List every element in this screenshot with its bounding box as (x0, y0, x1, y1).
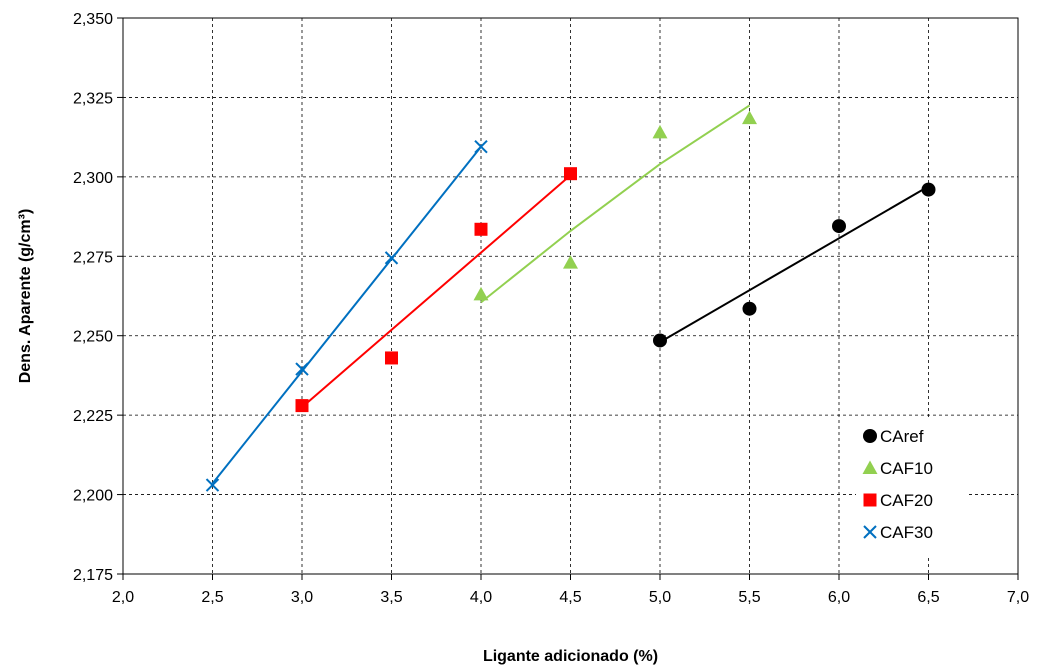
x-tick-label: 2,0 (112, 589, 134, 606)
point-caf10 (473, 286, 489, 301)
x-tick-label: 4,0 (470, 589, 492, 606)
y-tick-label: 2,350 (73, 11, 113, 28)
legend-label-caf30: CAF30 (880, 523, 933, 542)
legend-marker-caf20 (863, 493, 877, 507)
point-caref (921, 182, 936, 197)
point-caf20 (385, 351, 398, 365)
data-points (205, 110, 936, 492)
x-marker-stroke (295, 362, 309, 376)
point-caref (742, 301, 757, 316)
trendline-caref (659, 185, 930, 343)
point-caf30 (295, 362, 309, 376)
y-tick-label: 2,250 (73, 329, 113, 346)
point-caf10 (652, 124, 668, 139)
y-tick-label: 2,275 (73, 249, 113, 266)
y-axis-ticks: 2,175 2,200 2,225 2,250 2,275 2,300 2,325 2,350 (73, 11, 123, 584)
x-tick-label: 7,0 (1007, 589, 1029, 606)
point-caf20 (474, 222, 488, 236)
x-tick-label: 5,5 (738, 589, 760, 606)
x-tick-label: 2,5 (201, 589, 223, 606)
x-axis-ticks: 2,0 2,5 3,0 3,5 4,0 4,5 5,0 5,5 6,0 6,5 7,0 (112, 574, 1029, 606)
trendline-caf10 (480, 104, 751, 304)
trendline-caf30 (211, 146, 482, 485)
legend-marker-caf30 (863, 525, 877, 539)
x-marker-stroke (384, 251, 399, 265)
x-marker-stroke (863, 525, 877, 539)
point-caref (653, 333, 667, 348)
point-caf30 (474, 139, 488, 154)
legend-label-caf10: CAF10 (880, 459, 933, 478)
y-tick-label: 2,325 (73, 90, 113, 107)
point-caf10 (563, 255, 578, 269)
point-caref (832, 219, 846, 234)
trendline-caf20 (301, 174, 572, 408)
point-caf20 (295, 399, 309, 413)
point-caf30 (384, 251, 399, 265)
x-marker-stroke (474, 139, 488, 154)
y-tick-label: 2,300 (73, 170, 113, 187)
x-tick-label: 4,5 (559, 589, 581, 606)
x-tick-label: 3,0 (291, 589, 313, 606)
x-tick-label: 3,5 (380, 589, 402, 606)
point-caf20 (564, 167, 577, 181)
legend-label-caref: CAref (880, 427, 924, 446)
point-caf30 (205, 478, 220, 492)
point-caf10 (742, 110, 757, 125)
legend: CAref CAF10 CAF20 CAF30 (856, 420, 968, 556)
x-marker-stroke (205, 478, 220, 492)
y-tick-label: 2,200 (73, 488, 113, 505)
y-axis-title: Dens. Aparente (g/cm³) (17, 209, 34, 384)
x-tick-label: 6,0 (828, 589, 850, 606)
x-axis-title: Ligante adicionado (%) (483, 648, 658, 665)
y-tick-label: 2,175 (73, 567, 113, 584)
legend-background (856, 420, 968, 556)
legend-marker-caref (863, 429, 877, 443)
y-tick-label: 2,225 (73, 408, 113, 425)
trendlines (211, 104, 930, 485)
legend-label-caf20: CAF20 (880, 491, 933, 510)
legend-marker-caf10 (862, 460, 878, 474)
x-tick-label: 6,5 (917, 589, 939, 606)
x-tick-label: 5,0 (649, 589, 671, 606)
